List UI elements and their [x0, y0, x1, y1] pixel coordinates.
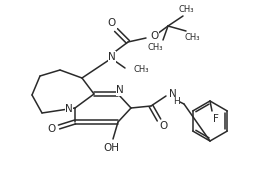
Text: O: O: [160, 121, 168, 131]
Text: N: N: [65, 104, 73, 114]
Text: N: N: [169, 89, 177, 99]
Text: N: N: [108, 52, 116, 62]
Text: CH₃: CH₃: [184, 33, 200, 42]
Text: H: H: [173, 98, 179, 107]
Text: CH₃: CH₃: [178, 5, 194, 14]
Text: N: N: [116, 85, 124, 95]
Text: CH₃: CH₃: [133, 64, 148, 74]
Text: O: O: [48, 124, 56, 134]
Text: O: O: [108, 18, 116, 28]
Text: O: O: [150, 31, 158, 41]
Text: F: F: [213, 114, 219, 124]
Text: OH: OH: [103, 143, 119, 153]
Text: CH₃: CH₃: [147, 44, 163, 53]
